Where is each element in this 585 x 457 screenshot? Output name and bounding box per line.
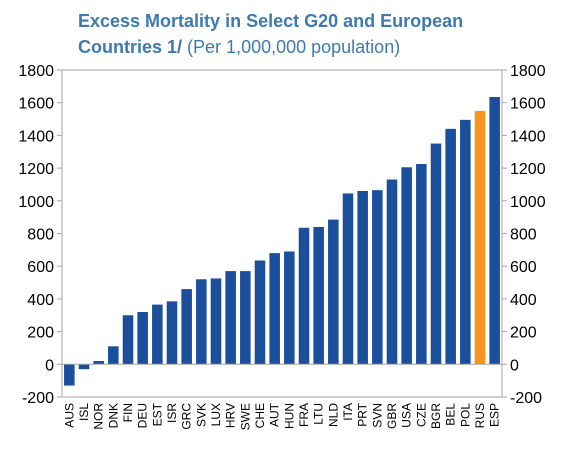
bar-deu bbox=[137, 311, 148, 365]
bar-svn bbox=[372, 190, 383, 365]
x-tick-label-prt: PRT bbox=[356, 402, 370, 426]
y-tick-label-left: 1800 bbox=[18, 63, 54, 80]
bar-svk bbox=[196, 279, 207, 365]
y-tick-label-right: 1000 bbox=[510, 194, 546, 211]
x-tick-label-usa: USA bbox=[400, 403, 414, 428]
x-tick-label-ltu: LTU bbox=[312, 403, 326, 425]
x-tick-label-fra: FRA bbox=[297, 403, 311, 427]
bar-dnk bbox=[108, 346, 119, 365]
bar-che bbox=[254, 260, 266, 365]
x-tick-label-nld: NLD bbox=[326, 403, 340, 427]
x-tick-label-che: CHE bbox=[253, 403, 267, 428]
chart-title-main-2: Countries 1/ bbox=[78, 37, 183, 57]
x-tick-label-nor: NOR bbox=[92, 403, 106, 430]
x-tick-label-bel: BEL bbox=[444, 403, 458, 426]
y-tick-label-right: 1800 bbox=[510, 63, 546, 80]
bar-ltu bbox=[313, 226, 324, 365]
bar-nor bbox=[93, 361, 104, 365]
y-tick-label-left: 1400 bbox=[18, 128, 54, 145]
x-tick-label-aut: AUT bbox=[268, 402, 282, 427]
y-tick-label-right: -200 bbox=[510, 390, 542, 407]
bar-grc bbox=[181, 289, 192, 365]
bar-usa bbox=[401, 167, 412, 365]
bar-bgr bbox=[430, 143, 442, 365]
bar-ita bbox=[342, 193, 354, 365]
bar-hun bbox=[284, 251, 295, 365]
x-tick-label-dnk: DNK bbox=[106, 403, 120, 428]
bar-hrv bbox=[225, 271, 236, 365]
bar-aut bbox=[269, 253, 280, 365]
x-tick-label-rus: RUS bbox=[473, 403, 487, 428]
y-tick-label-right: 600 bbox=[510, 259, 537, 276]
y-tick-label-left: 1600 bbox=[18, 96, 54, 113]
x-tick-label-cze: CZE bbox=[414, 403, 428, 427]
x-tick-label-fin: FIN bbox=[121, 403, 135, 422]
x-tick-label-esp: ESP bbox=[488, 403, 502, 427]
chart-subtitle: (Per 1,000,000 population) bbox=[187, 37, 401, 57]
y-tick-label-right: 0 bbox=[510, 357, 519, 374]
x-tick-label-hun: HUN bbox=[282, 403, 296, 429]
y-tick-label-left: 400 bbox=[27, 292, 54, 309]
x-tick-label-grc: GRC bbox=[180, 403, 194, 430]
x-tick-label-ita: ITA bbox=[341, 403, 355, 421]
y-tick-label-right: 1200 bbox=[510, 161, 546, 178]
bar-cze bbox=[416, 164, 427, 365]
x-tick-label-lux: LUX bbox=[209, 403, 223, 426]
y-tick-label-left: 600 bbox=[27, 259, 54, 276]
bar-pol bbox=[460, 119, 471, 365]
y-tick-label-right: 800 bbox=[510, 227, 537, 244]
bar-prt bbox=[357, 190, 368, 365]
bar-est bbox=[152, 304, 163, 365]
chart-title: Excess Mortality in Select G20 and Europ… bbox=[78, 8, 538, 60]
x-tick-label-hrv: HRV bbox=[224, 403, 238, 428]
bar-isr bbox=[166, 301, 178, 365]
chart-title-main: Excess Mortality in Select G20 and Europ… bbox=[78, 11, 464, 31]
bar-isl bbox=[78, 364, 90, 370]
y-tick-label-right: 400 bbox=[510, 292, 537, 309]
bar-gbr bbox=[386, 179, 398, 365]
bar-esp bbox=[489, 96, 500, 365]
y-tick-label-left: 200 bbox=[27, 325, 54, 342]
bar-swe bbox=[240, 271, 251, 365]
y-tick-label-left: 1000 bbox=[18, 194, 54, 211]
y-tick-label-left: 800 bbox=[27, 227, 54, 244]
y-tick-label-right: 200 bbox=[510, 325, 537, 342]
x-tick-label-aus: AUS bbox=[62, 403, 76, 428]
x-tick-label-svk: SVK bbox=[194, 403, 208, 427]
bar-aus bbox=[64, 364, 75, 386]
y-tick-label-left: 1200 bbox=[18, 161, 54, 178]
y-tick-label-left: -200 bbox=[22, 390, 54, 407]
bar-rus bbox=[474, 110, 486, 365]
bar-bel bbox=[445, 128, 456, 365]
x-tick-label-swe: SWE bbox=[238, 403, 252, 430]
bar-fin bbox=[122, 315, 134, 365]
y-tick-label-left: 0 bbox=[45, 357, 54, 374]
bar-fra bbox=[298, 227, 310, 365]
x-tick-label-svn: SVN bbox=[370, 403, 384, 428]
x-tick-label-deu: DEU bbox=[136, 403, 150, 428]
x-tick-label-est: EST bbox=[150, 402, 164, 426]
x-tick-label-isr: ISR bbox=[165, 403, 179, 423]
x-tick-label-pol: POL bbox=[458, 403, 472, 427]
y-tick-label-right: 1400 bbox=[510, 128, 546, 145]
y-tick-label-right: 1600 bbox=[510, 96, 546, 113]
x-tick-label-isl: ISL bbox=[77, 403, 91, 421]
x-tick-label-bgr: BGR bbox=[429, 403, 443, 429]
x-tick-label-gbr: GBR bbox=[385, 403, 399, 429]
bar-nld bbox=[328, 219, 339, 365]
bar-lux bbox=[210, 278, 222, 365]
